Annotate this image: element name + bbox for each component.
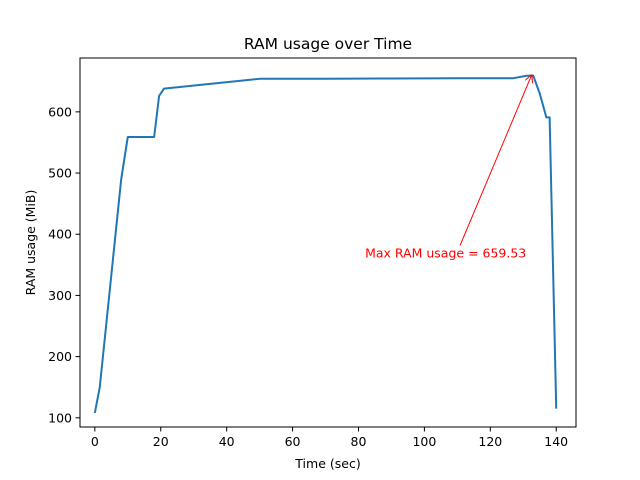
- annotation-layer: Max RAM usage = 659.53: [365, 75, 531, 260]
- y-tick-label: 300: [48, 288, 72, 303]
- y-tick-label: 400: [48, 227, 72, 242]
- x-tick-label: 100: [412, 434, 436, 449]
- x-tick-label: 140: [544, 434, 568, 449]
- plot-frame: [79, 57, 577, 428]
- max-ram-annotation-arrow: [459, 75, 531, 246]
- ticks-layer: 0 20 40 60 80 100 120 140 100 200 300 400 500 600: [48, 104, 568, 449]
- max-ram-annotation-text: Max RAM usage = 659.53: [365, 245, 526, 260]
- x-tick-label: 80: [351, 434, 367, 449]
- x-axis-label: Time (sec): [294, 456, 360, 471]
- y-tick-label: 100: [48, 410, 72, 425]
- y-tick-label: 600: [48, 104, 72, 119]
- y-axis-label: RAM usage (MiB): [23, 190, 38, 296]
- x-tick-label: 120: [478, 434, 502, 449]
- chart-title: RAM usage over Time: [244, 35, 412, 53]
- x-tick-label: 0: [91, 434, 99, 449]
- series-line-0: [93, 74, 558, 414]
- x-tick-label: 60: [285, 434, 301, 449]
- plot-area: [80, 58, 576, 427]
- x-tick-label: 40: [219, 434, 235, 449]
- x-tick-label: 20: [153, 434, 169, 449]
- series-layer: [93, 74, 558, 414]
- y-tick-label: 200: [48, 349, 72, 364]
- y-tick-label: 500: [48, 166, 72, 181]
